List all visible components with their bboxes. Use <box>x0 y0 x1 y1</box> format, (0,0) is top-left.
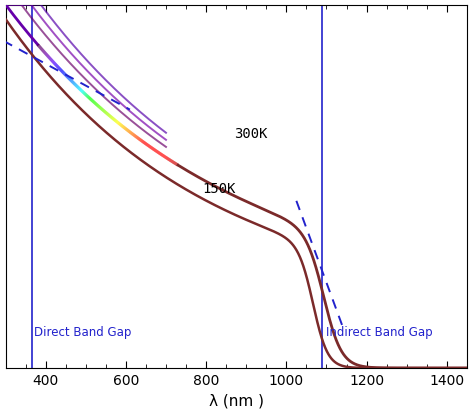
Text: Direct Band Gap: Direct Band Gap <box>35 325 132 339</box>
Text: Indirect Band Gap: Indirect Band Gap <box>326 325 432 339</box>
X-axis label: λ (nm ): λ (nm ) <box>209 392 264 408</box>
Text: 150K: 150K <box>202 181 236 195</box>
Text: 300K: 300K <box>234 127 268 141</box>
